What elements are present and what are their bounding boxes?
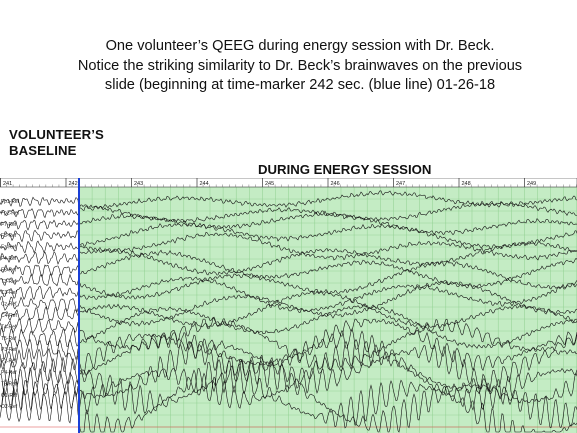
eeg-trace <box>0 328 577 395</box>
eeg-trace <box>0 241 577 276</box>
channel-label: Fp1-Ref <box>1 199 20 205</box>
eeg-trace <box>0 281 577 327</box>
ruler-tick-label: 243 <box>134 181 143 187</box>
ruler-tick-label: 245 <box>265 181 274 187</box>
eeg-trace <box>0 249 577 289</box>
ruler-tick-label: 241 <box>3 181 12 187</box>
eeg-trace <box>0 354 577 433</box>
baseline-label-line-2: BASELINE <box>9 143 77 158</box>
channel-label: F4-Ref <box>1 256 17 262</box>
eeg-trace <box>0 318 577 377</box>
channel-label: T3-Ref <box>1 279 17 285</box>
eeg-traces <box>0 190 577 433</box>
channel-label: T6-Ref <box>1 381 17 387</box>
eeg-trace <box>0 290 577 329</box>
channel-label: C4-Ref <box>1 313 17 319</box>
ruler-tick-label: 248 <box>462 181 471 187</box>
session-label: DURING ENERGY SESSION <box>258 162 432 177</box>
channel-label: P4-Ref <box>1 370 17 376</box>
channel-label: O2-Ref <box>1 404 18 410</box>
ruler-tick-label: 249 <box>527 181 536 187</box>
eeg-trace <box>0 210 577 236</box>
eeg-trace <box>0 316 577 371</box>
ruler-tick-label: 244 <box>200 181 209 187</box>
eeg-trace <box>0 200 577 223</box>
eeg-trace <box>0 359 577 433</box>
eeg-trace <box>0 304 577 349</box>
time-ruler: 241 242 243 244 245 246 247 248 249 <box>0 178 577 188</box>
channel-label: F8-Ref <box>1 267 17 273</box>
channel-label: F3-Ref <box>1 233 17 239</box>
caption-line-1: One volunteer’s QEEG during energy sessi… <box>105 38 495 54</box>
channel-label: C3-Ref <box>1 290 17 296</box>
baseline-label: VOLUNTEER’S BASELINE <box>9 127 104 159</box>
channel-label: Cz-Ref <box>1 302 17 308</box>
eeg-trace <box>0 222 577 250</box>
eeg-trace <box>0 231 577 261</box>
eeg-trace <box>0 276 577 313</box>
channel-label: Fz-Ref <box>1 245 17 251</box>
ruler-bar <box>0 178 577 188</box>
ruler-tick-label: 246 <box>331 181 340 187</box>
ruler-tick-label: 247 <box>396 181 405 187</box>
qeeg-recording: 241 242 243 244 245 246 247 248 249 Fp1-Ref Fp2-R… <box>0 178 577 433</box>
ruler-tick-label: 242 <box>69 181 78 187</box>
eeg-trace <box>0 260 577 300</box>
channel-labels: Fp1-Ref Fp2-Ref F7-Ref F3-Ref Fz-Ref F4-Ref F8… <box>1 199 20 410</box>
channel-label: Fp2-Ref <box>1 210 20 216</box>
channel-label: Pz-Ref <box>1 359 17 365</box>
slide-caption: One volunteer’s QEEG during energy sessi… <box>70 37 530 96</box>
eeg-trace <box>0 190 577 211</box>
baseline-label-line-1: VOLUNTEER’S <box>9 127 104 142</box>
channel-label: O1-Ref <box>1 393 18 399</box>
channel-label: T5-Ref <box>1 336 17 342</box>
channel-label: T4-Ref <box>1 324 17 330</box>
caption-line-2: Notice the striking similarity to Dr. Be… <box>77 57 523 74</box>
channel-label: P3-Ref <box>1 347 17 353</box>
channel-label: F7-Ref <box>1 222 17 228</box>
caption-line-3: slide (beginning at time-marker 242 sec.… <box>104 77 496 93</box>
